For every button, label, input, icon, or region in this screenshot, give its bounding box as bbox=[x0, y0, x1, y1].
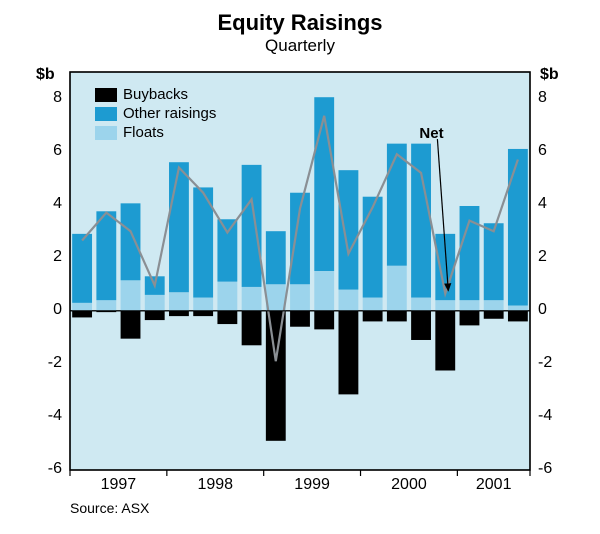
legend: Buybacks Other raisings Floats bbox=[95, 86, 216, 143]
y-axis-label-left: $b bbox=[36, 66, 55, 84]
y-axis-label-right: $b bbox=[540, 66, 559, 84]
legend-label: Floats bbox=[123, 124, 164, 141]
legend-item: Other raisings bbox=[95, 105, 216, 122]
y-tick-left: 8 bbox=[32, 89, 62, 107]
x-axis-year: 2000 bbox=[391, 476, 427, 494]
source-text: Source: ASX bbox=[70, 500, 149, 516]
y-tick-left: -4 bbox=[32, 407, 62, 425]
y-tick-right: 6 bbox=[538, 142, 547, 160]
x-axis-year: 1999 bbox=[294, 476, 330, 494]
y-tick-right: 4 bbox=[538, 195, 547, 213]
y-tick-right: 2 bbox=[538, 248, 547, 266]
legend-label: Other raisings bbox=[123, 105, 216, 122]
y-tick-left: -2 bbox=[32, 354, 62, 372]
net-label: Net bbox=[419, 125, 443, 142]
y-tick-right: -6 bbox=[538, 460, 552, 478]
y-tick-left: -6 bbox=[32, 460, 62, 478]
y-tick-left: 2 bbox=[32, 248, 62, 266]
y-tick-left: 4 bbox=[32, 195, 62, 213]
legend-swatch bbox=[95, 126, 117, 140]
legend-swatch bbox=[95, 107, 117, 121]
y-tick-right: 8 bbox=[538, 89, 547, 107]
legend-item: Floats bbox=[95, 124, 216, 141]
legend-swatch bbox=[95, 88, 117, 102]
y-tick-left: 6 bbox=[32, 142, 62, 160]
x-axis-year: 1998 bbox=[197, 476, 233, 494]
legend-item: Buybacks bbox=[95, 86, 216, 103]
chart-svg bbox=[0, 0, 600, 534]
x-axis-year: 1997 bbox=[101, 476, 137, 494]
y-tick-right: -4 bbox=[538, 407, 552, 425]
legend-label: Buybacks bbox=[123, 86, 188, 103]
y-tick-left: 0 bbox=[32, 301, 62, 319]
y-tick-right: -2 bbox=[538, 354, 552, 372]
x-axis-year: 2001 bbox=[476, 476, 512, 494]
chart-frame: Equity Raisings Quarterly $b $b Buybacks… bbox=[0, 0, 600, 534]
y-tick-right: 0 bbox=[538, 301, 547, 319]
